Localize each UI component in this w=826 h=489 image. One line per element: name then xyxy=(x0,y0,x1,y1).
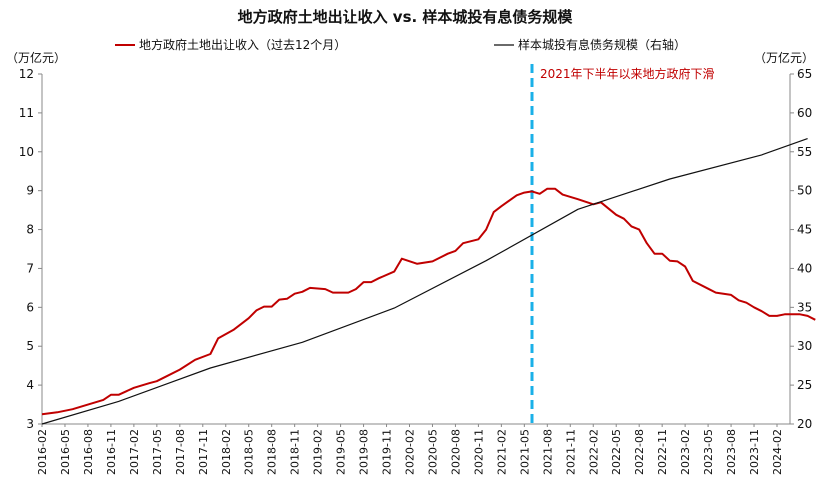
x-tick-label: 2022-05 xyxy=(610,429,623,475)
x-tick-label: 2016-08 xyxy=(82,429,95,475)
legend-label-land-revenue: 地方政府土地出让收入（过去12个月） xyxy=(139,37,346,52)
left-tick-label: 8 xyxy=(26,223,34,237)
legend: 地方政府土地出让收入（过去12个月） 样本城投有息债务规模（右轴） xyxy=(115,37,686,52)
x-tick-label: 2021-08 xyxy=(541,429,554,475)
x-tick-label: 2019-05 xyxy=(335,429,348,475)
x-tick-label: 2017-08 xyxy=(174,429,187,475)
x-tick-label: 2019-11 xyxy=(381,429,394,475)
right-tick-label: 20 xyxy=(797,417,812,431)
left-tick-label: 7 xyxy=(26,261,34,275)
right-tick-label: 55 xyxy=(797,145,812,159)
x-tick-label: 2017-11 xyxy=(197,429,210,475)
right-tick-label: 65 xyxy=(797,67,812,81)
series-layer xyxy=(41,138,816,425)
series-line-land-revenue xyxy=(41,187,816,416)
right-tick-label: 30 xyxy=(797,339,812,353)
x-tick-label: 2016-02 xyxy=(36,429,49,475)
x-tick-label: 2018-02 xyxy=(220,429,233,475)
axes xyxy=(41,74,791,425)
series-line-debt xyxy=(41,138,808,425)
left-tick-label: 3 xyxy=(26,417,34,431)
x-tick-label: 2023-11 xyxy=(748,429,761,475)
x-tick-label: 2020-02 xyxy=(404,429,417,475)
x-tick-label: 2016-11 xyxy=(105,429,118,475)
right-tick-label: 60 xyxy=(797,106,812,120)
x-tick-label: 2017-05 xyxy=(151,429,164,475)
x-tick-label: 2023-05 xyxy=(702,429,715,475)
right-tick-label: 35 xyxy=(797,300,812,314)
right-tick-label: 45 xyxy=(797,223,812,237)
x-tick-label: 2022-11 xyxy=(656,429,669,475)
left-tick-label: 12 xyxy=(19,67,34,81)
x-tick-label: 2019-02 xyxy=(312,429,325,475)
x-axis-ticks: 2016-02 2016-05 2016-08 2016-11 2017-02 2017-… xyxy=(36,424,784,475)
x-tick-label: 2022-08 xyxy=(633,429,646,475)
chart-title: 地方政府土地出让收入 vs. 样本城投有息债务规模 xyxy=(238,8,574,26)
x-tick-label: 2017-02 xyxy=(128,429,141,475)
x-tick-label: 2023-08 xyxy=(725,429,738,475)
left-axis-unit: （万亿元） xyxy=(6,50,66,65)
x-tick-label: 2020-11 xyxy=(472,429,485,475)
legend-label-debt: 样本城投有息债务规模（右轴） xyxy=(518,37,686,52)
annotation-decline: 2021年下半年以来地方政府下滑 xyxy=(540,66,715,81)
x-tick-label: 2021-05 xyxy=(518,429,531,475)
x-tick-label: 2022-02 xyxy=(587,429,600,475)
right-tick-label: 40 xyxy=(797,261,812,275)
x-tick-label: 2016-05 xyxy=(59,429,72,475)
left-axis-ticks: 3 4 5 6 7 8 9 10 11 12 xyxy=(19,67,42,431)
left-tick-label: 9 xyxy=(26,184,34,198)
x-tick-label: 2020-05 xyxy=(426,429,439,475)
x-tick-label: 2018-08 xyxy=(266,429,279,475)
left-tick-label: 11 xyxy=(19,106,34,120)
x-tick-label: 2021-02 xyxy=(495,429,508,475)
x-tick-label: 2018-05 xyxy=(243,429,256,475)
right-axis-unit: （万亿元） xyxy=(754,50,814,65)
x-tick-label: 2019-08 xyxy=(358,429,371,475)
right-tick-label: 25 xyxy=(797,378,812,392)
left-tick-label: 4 xyxy=(26,378,34,392)
x-tick-label: 2018-11 xyxy=(289,429,302,475)
left-tick-label: 5 xyxy=(26,339,34,353)
x-tick-label: 2021-11 xyxy=(564,429,577,475)
left-tick-label: 6 xyxy=(26,300,34,314)
left-tick-label: 10 xyxy=(19,145,34,159)
right-axis-ticks: 20 25 30 35 40 45 50 55 60 65 xyxy=(790,67,812,431)
right-tick-label: 50 xyxy=(797,184,812,198)
x-tick-label: 2023-02 xyxy=(679,429,692,475)
x-tick-label: 2020-08 xyxy=(449,429,462,475)
x-tick-label: 2024-02 xyxy=(771,429,784,475)
